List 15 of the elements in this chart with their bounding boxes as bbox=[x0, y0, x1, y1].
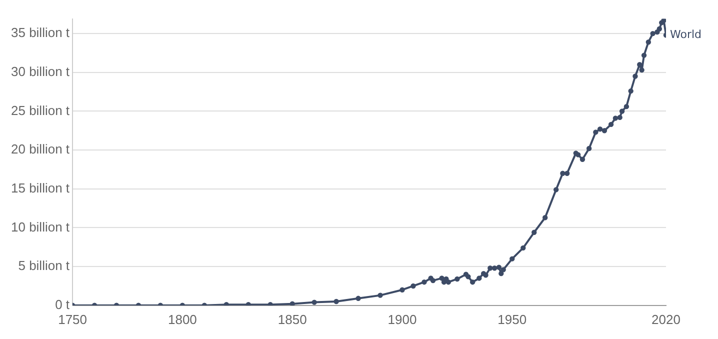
series-label: World bbox=[670, 28, 702, 41]
y-tick-label: 5 billion t bbox=[18, 258, 70, 274]
y-tick-label: 30 billion t bbox=[10, 64, 70, 79]
y-tick-label: 20 billion t bbox=[10, 142, 70, 157]
y-tick-label: 25 billion t bbox=[10, 102, 70, 118]
y-tick-label: 15 billion t bbox=[10, 180, 70, 196]
x-tick-label: 1800 bbox=[168, 312, 197, 327]
x-tick-label: 1850 bbox=[278, 312, 307, 327]
x-tick-label: 2020 bbox=[652, 312, 680, 327]
x-tick-label: 1750 bbox=[58, 312, 87, 327]
x-tick-label: 1900 bbox=[388, 312, 417, 327]
x-tick-label: 1950 bbox=[498, 312, 527, 327]
y-tick-label: 10 billion t bbox=[10, 219, 70, 234]
y-tick-label: 0 t bbox=[55, 296, 70, 312]
y-tick-label: 35 billion t bbox=[10, 25, 70, 40]
